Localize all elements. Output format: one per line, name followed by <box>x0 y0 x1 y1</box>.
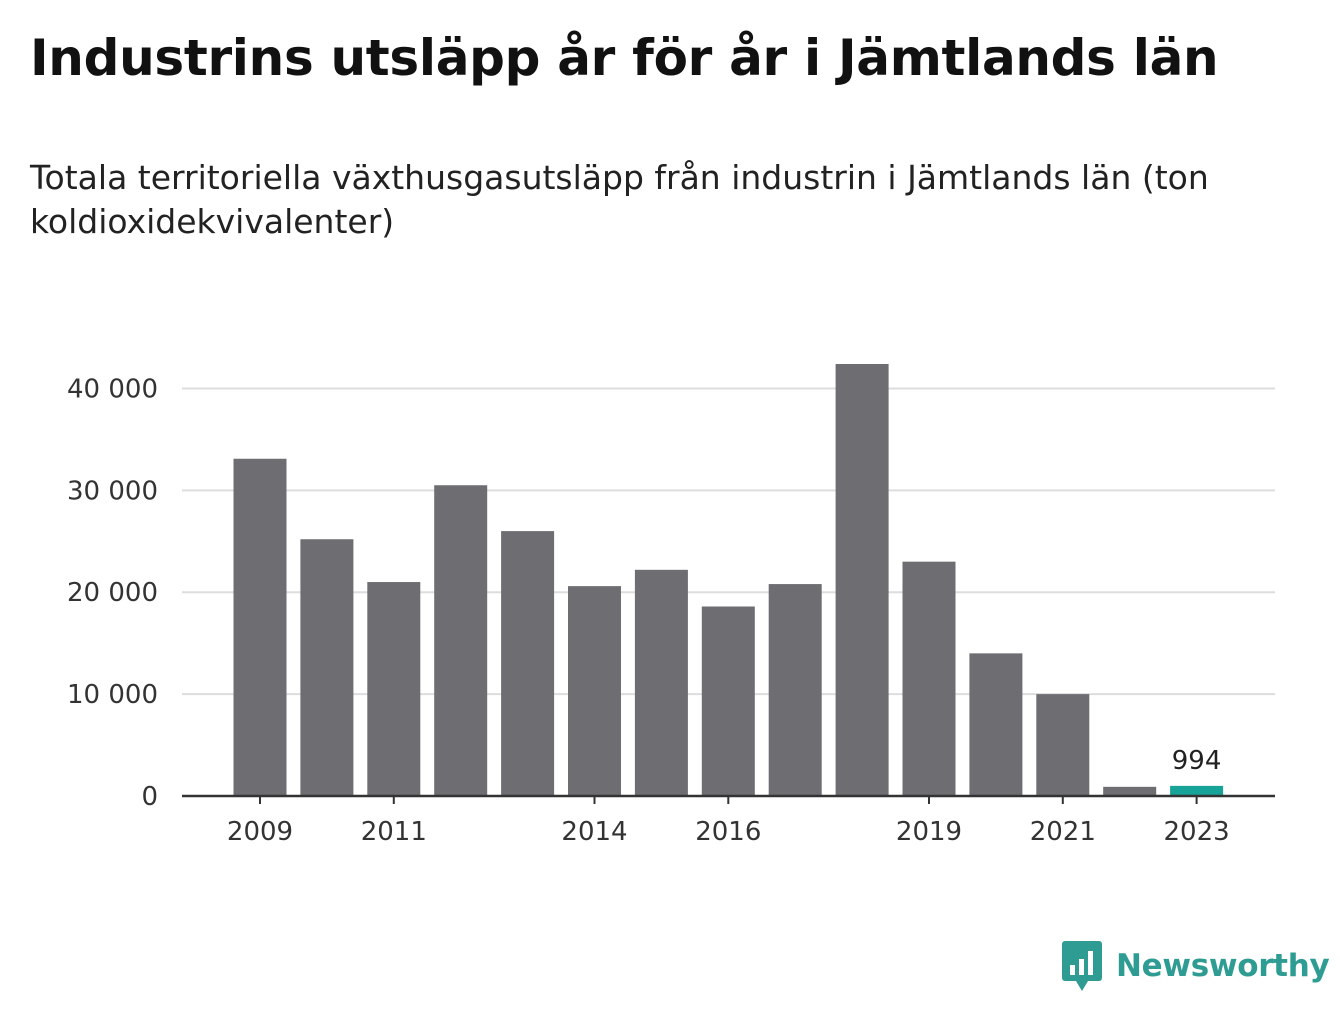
bar-2020 <box>969 653 1023 796</box>
bar-2016 <box>701 606 755 796</box>
bar-2010 <box>300 539 354 796</box>
bar-2021 <box>1036 694 1090 796</box>
y-tick-label: 10 000 <box>67 680 158 710</box>
x-tick-label: 2011 <box>361 817 427 847</box>
bar-2023 <box>1170 785 1224 796</box>
bar-2022 <box>1103 786 1157 796</box>
y-tick-label: 40 000 <box>67 374 158 404</box>
bar-2017 <box>768 584 822 796</box>
bars <box>233 364 1224 796</box>
bar-2009 <box>233 458 287 796</box>
bar-2019 <box>902 561 956 796</box>
labels: 0 10 000 20 000 30 000 40 000 994 2009 2011 2014… <box>67 374 1230 847</box>
brand-name: Newsworthy <box>1116 948 1330 984</box>
y-tick-label: 20 000 <box>67 578 158 608</box>
bar-2018 <box>835 364 889 796</box>
bar-2013 <box>501 531 555 796</box>
data-label: 994 <box>1172 746 1222 776</box>
x-axis <box>182 794 1275 804</box>
newsworthy-brand: Newsworthy <box>1062 940 1330 992</box>
x-tick-label: 2023 <box>1164 817 1230 847</box>
newsworthy-logo-icon <box>1062 941 1102 991</box>
x-tick-label: 2014 <box>561 817 627 847</box>
x-tick-label: 2016 <box>695 817 761 847</box>
bar-chart: 0 10 000 20 000 30 000 40 000 994 2009 2011 2014… <box>67 364 1275 847</box>
chart-title: Industrins utsläpp år för år i Jämtlands… <box>30 29 1219 87</box>
y-tick-label: 0 <box>141 782 158 812</box>
x-tick-label: 2009 <box>227 817 293 847</box>
x-tick-label: 2021 <box>1030 817 1096 847</box>
bar-2011 <box>367 582 421 796</box>
x-tick-label: 2019 <box>896 817 962 847</box>
chart-subtitle: Totala territoriella växthusgasutsläpp f… <box>30 158 1209 241</box>
bar-2014 <box>568 586 621 796</box>
gridlines <box>182 387 1275 696</box>
y-tick-label: 30 000 <box>67 476 158 506</box>
bar-2015 <box>634 569 688 796</box>
bar-2012 <box>434 485 488 796</box>
